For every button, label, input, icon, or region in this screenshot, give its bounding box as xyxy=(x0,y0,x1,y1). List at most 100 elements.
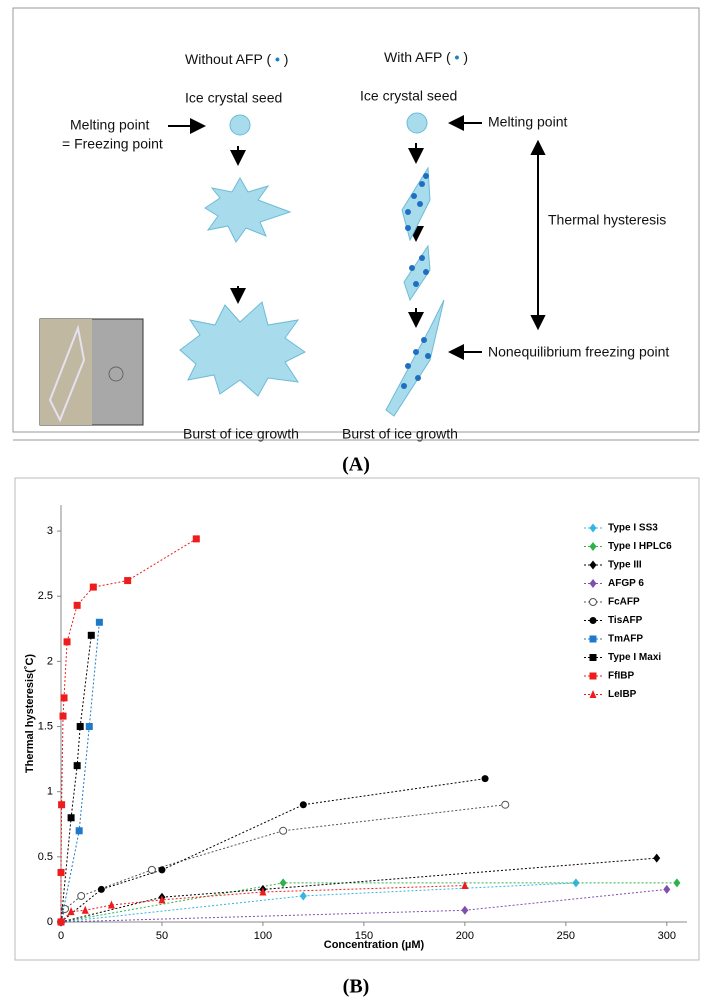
micrograph xyxy=(39,318,144,426)
legend-label: LeIBP xyxy=(608,689,637,700)
y-tick-label: 1.5 xyxy=(38,720,53,732)
point xyxy=(501,800,510,809)
x-tick-label: 100 xyxy=(254,930,272,942)
series-line xyxy=(60,635,92,923)
x-axis-title: Concentration (µM) xyxy=(324,939,425,951)
point xyxy=(77,891,86,900)
melting-label: Melting point xyxy=(488,114,567,130)
y-tick-label: 1 xyxy=(47,786,53,798)
point xyxy=(461,881,469,890)
x-tick-label: 150 xyxy=(355,930,373,942)
y-tick-label: 0.5 xyxy=(38,851,53,863)
x-tick-label: 200 xyxy=(456,930,474,942)
point xyxy=(147,865,156,874)
legend-label: Type III xyxy=(608,560,642,571)
point xyxy=(76,723,84,731)
arrows xyxy=(168,115,546,360)
point xyxy=(481,775,489,783)
seed-label: Ice crystal seed xyxy=(360,88,457,104)
panel-a-frame xyxy=(12,7,700,433)
point xyxy=(75,827,83,835)
x-tick-label: 0 xyxy=(58,930,64,942)
point xyxy=(279,878,287,888)
x-tick-label: 250 xyxy=(557,930,575,942)
chart-frame xyxy=(14,477,700,961)
point xyxy=(299,891,307,901)
legend-marker xyxy=(589,654,597,661)
legend-marker xyxy=(589,617,597,624)
point xyxy=(107,900,115,909)
point xyxy=(95,618,103,626)
point xyxy=(192,535,200,543)
burst-label: Burst of ice growth xyxy=(183,426,299,442)
heading-right: With AFP ( • ) xyxy=(384,49,468,65)
nonequilibrium-label: Nonequilibrium freezing point xyxy=(488,344,669,360)
y-axis-title: Thermal hysteresis(˚C) xyxy=(24,654,36,774)
panel-label: (B) xyxy=(343,976,370,998)
series-line xyxy=(60,538,197,922)
legend-label: Type I SS3 xyxy=(608,523,658,534)
melting-label: Melting point xyxy=(70,117,149,133)
point xyxy=(59,712,67,720)
legend-marker xyxy=(589,690,597,698)
point xyxy=(158,866,166,874)
legend-marker xyxy=(589,672,597,680)
point xyxy=(259,887,267,896)
point xyxy=(572,878,580,888)
point xyxy=(279,826,288,835)
point xyxy=(67,907,75,916)
point xyxy=(60,694,68,702)
point xyxy=(73,601,81,609)
freezing-label: = Freezing point xyxy=(62,136,163,152)
legend-marker xyxy=(589,542,597,551)
panel-label: (A) xyxy=(342,454,370,476)
point xyxy=(87,631,95,639)
crystals xyxy=(179,112,445,417)
point xyxy=(81,905,89,914)
point xyxy=(85,723,93,731)
legend-marker xyxy=(589,635,597,643)
y-tick-label: 2 xyxy=(47,655,53,667)
x-tick-label: 50 xyxy=(156,930,168,942)
point xyxy=(57,917,65,926)
series-line xyxy=(60,804,506,923)
point xyxy=(663,884,671,894)
point xyxy=(58,801,66,809)
series-line xyxy=(60,622,100,923)
legend-label: TisAFP xyxy=(608,615,643,626)
point xyxy=(299,801,307,809)
point xyxy=(158,895,166,904)
legend-label: Type I Maxi xyxy=(608,652,661,663)
burst-label: Burst of ice growth xyxy=(342,426,458,442)
seed-label: Ice crystal seed xyxy=(185,90,282,106)
point xyxy=(67,814,75,822)
legend-marker xyxy=(589,560,597,570)
point xyxy=(124,577,132,585)
point xyxy=(653,853,661,863)
point xyxy=(97,885,105,893)
legend-marker xyxy=(589,579,597,588)
point xyxy=(89,583,97,591)
legend-label: FfIBP xyxy=(608,671,634,682)
hysteresis-label: Thermal hysteresis xyxy=(548,212,666,228)
y-tick-label: 0 xyxy=(47,916,53,928)
legend-label: TmAFP xyxy=(608,634,643,645)
point xyxy=(61,904,70,913)
afp-dots xyxy=(401,173,431,389)
point xyxy=(461,905,469,915)
point xyxy=(63,638,71,646)
series-line xyxy=(60,882,576,923)
legend-label: AFGP 6 xyxy=(608,578,644,589)
series-line xyxy=(60,778,486,923)
legend-label: Type I HPLC6 xyxy=(608,541,672,552)
legend-marker xyxy=(589,598,597,606)
legend-label: FcAFP xyxy=(608,597,640,608)
legend-marker xyxy=(589,523,597,533)
point xyxy=(57,868,65,876)
chart: 0 0.5 1 1.5 2 2.5 3 0 50 100 150 200 250 300 Concentra… xyxy=(24,505,687,951)
y-tick-label: 3 xyxy=(47,525,53,537)
heading-left: Without AFP ( • ) xyxy=(185,51,288,67)
point xyxy=(673,878,681,888)
x-tick-label: 300 xyxy=(658,930,676,942)
